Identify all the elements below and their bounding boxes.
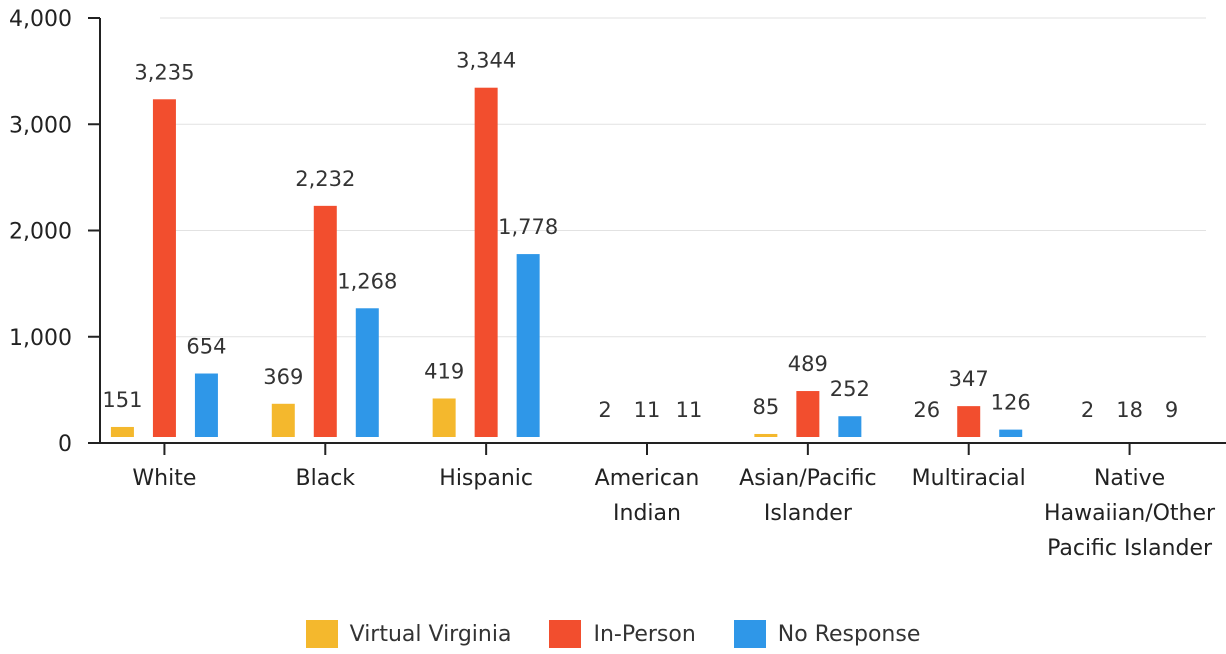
data-label: 3,344 (456, 49, 516, 73)
data-label: 26 (913, 398, 940, 422)
x-tick-label: Asian/Pacific (739, 466, 876, 491)
x-tick-label: Indian (613, 501, 681, 526)
data-label: 85 (752, 395, 779, 419)
x-tick-label: White (132, 466, 196, 491)
bar (271, 403, 295, 437)
bars (110, 87, 1023, 437)
data-label: 2 (1081, 398, 1094, 422)
bar (838, 416, 862, 437)
legend-label: In-Person (593, 621, 696, 647)
data-label: 369 (263, 365, 303, 389)
bar (432, 398, 456, 437)
y-tick-label: 0 (58, 432, 72, 457)
data-label: 151 (102, 388, 142, 412)
legend-swatch (733, 620, 766, 648)
x-tick-label: Islander (764, 501, 853, 526)
data-label: 489 (788, 352, 828, 376)
data-label: 18 (1116, 398, 1143, 422)
data-label: 2,232 (295, 167, 355, 191)
data-label: 1,268 (337, 269, 397, 293)
x-tick-label: Multiracial (912, 466, 1026, 491)
bar (355, 308, 379, 437)
legend-item: No Response (733, 620, 921, 648)
bar (516, 254, 540, 437)
legend-item: Virtual Virginia (305, 620, 512, 648)
x-tick-label: Hispanic (439, 466, 533, 491)
legend: Virtual Virginia In-Person No Response (0, 614, 1226, 654)
bar (110, 426, 134, 437)
x-tick-label: American (595, 466, 700, 491)
y-tick-label: 2,000 (9, 220, 72, 245)
x-tick-label: Pacific Islander (1047, 536, 1213, 561)
bar (152, 99, 176, 437)
data-label: 3,235 (134, 60, 194, 84)
legend-label: No Response (777, 621, 921, 647)
data-label: 2 (598, 398, 611, 422)
data-label: 11 (676, 398, 703, 422)
data-label: 654 (186, 335, 226, 359)
bar (313, 205, 337, 437)
data-label: 9 (1165, 398, 1178, 422)
y-tick-label: 4,000 (9, 7, 72, 32)
bar (754, 433, 778, 437)
bar (474, 87, 498, 437)
x-tick-label: Black (296, 466, 356, 491)
legend-label: Virtual Virginia (349, 621, 512, 647)
data-label: 347 (949, 367, 989, 391)
data-label: 1,778 (498, 215, 558, 239)
bar-chart: 151 3,235 654 369 2,232 1,268 419 3,344 1,778 2 11… (9, 7, 1226, 561)
data-label: 252 (830, 377, 870, 401)
legend-item: In-Person (549, 620, 696, 648)
bar (796, 391, 820, 437)
axes: 0 1,000 2,000 3,000 4,000 White Black Hispanic A… (9, 7, 1226, 561)
legend-swatch (305, 620, 338, 648)
legend-swatch (549, 620, 582, 648)
data-labels: 151 3,235 654 369 2,232 1,268 419 3,344 1,778 2 11… (102, 49, 1178, 422)
data-label: 126 (991, 391, 1031, 415)
bar (957, 406, 981, 437)
y-tick-label: 1,000 (9, 326, 72, 351)
data-label: 11 (634, 398, 661, 422)
x-tick-label: Hawaiian/Other (1044, 501, 1216, 526)
bar (999, 429, 1023, 437)
y-tick-label: 3,000 (9, 113, 72, 138)
x-tick-label: Native (1094, 466, 1165, 491)
data-label: 419 (424, 359, 464, 383)
bar (194, 373, 218, 437)
